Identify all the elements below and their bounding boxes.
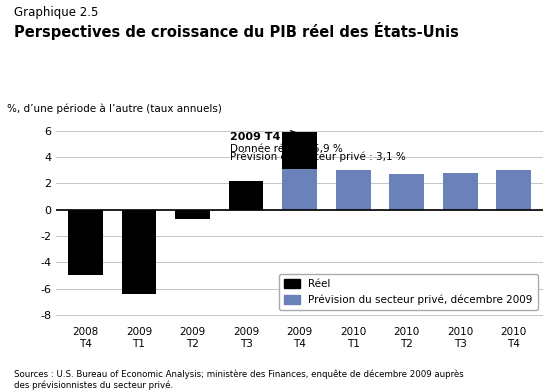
Text: Prévision du secteur privé : 3,1 %: Prévision du secteur privé : 3,1 % bbox=[230, 151, 406, 162]
Bar bbox=[443, 173, 478, 210]
Bar bbox=[496, 170, 531, 210]
Bar bbox=[282, 132, 317, 169]
Bar bbox=[122, 210, 156, 294]
Text: Donnée réelle : 5,9 %: Donnée réelle : 5,9 % bbox=[230, 144, 343, 154]
Legend: Réel, Prévision du secteur privé, décembre 2009: Réel, Prévision du secteur privé, décemb… bbox=[279, 274, 538, 310]
Bar bbox=[336, 170, 371, 210]
Text: Perspectives de croissance du PIB réel des États-Unis: Perspectives de croissance du PIB réel d… bbox=[14, 22, 459, 40]
Text: Graphique 2.5: Graphique 2.5 bbox=[14, 6, 99, 19]
Bar bbox=[228, 181, 263, 210]
Bar bbox=[68, 210, 103, 276]
Bar bbox=[389, 174, 424, 210]
Text: %, d’une période à l’autre (taux annuels): %, d’une période à l’autre (taux annuels… bbox=[7, 103, 222, 114]
Text: Sources : U.S. Bureau of Economic Analysis; ministère des Finances, enquête de d: Sources : U.S. Bureau of Economic Analys… bbox=[14, 370, 464, 390]
Text: 2009 T4: 2009 T4 bbox=[230, 131, 295, 142]
Bar bbox=[282, 169, 317, 210]
Bar bbox=[175, 210, 210, 219]
